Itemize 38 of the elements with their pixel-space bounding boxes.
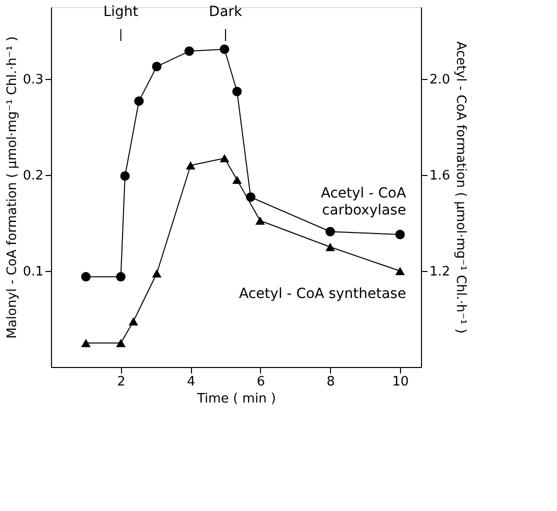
- point: [220, 44, 230, 54]
- point: [326, 242, 335, 252]
- y-axis-title: Malonyl - CoA formation ( μmol·mg⁻¹ Chl.·h⁻¹ ): [4, 36, 20, 339]
- x-tick-label: 8: [326, 374, 335, 390]
- y2-tick-label: 1.2: [430, 264, 450, 280]
- series-label: Acetyl - CoA synthetase: [239, 286, 406, 302]
- point: [128, 317, 138, 326]
- point: [81, 338, 91, 348]
- point: [395, 230, 405, 240]
- ref-line-label: Light: [103, 4, 139, 20]
- point: [326, 226, 335, 236]
- x-axis-title: Time ( min ): [196, 392, 276, 406]
- point: [186, 161, 196, 170]
- ref-line-label: Dark: [208, 4, 244, 20]
- point: [232, 86, 242, 96]
- point: [134, 96, 144, 106]
- x-tick-label: 6: [256, 374, 266, 390]
- x-tick-label: 4: [186, 374, 196, 390]
- point: [116, 338, 126, 348]
- y2-axis-title: Acetyl - CoA formation ( μmol·mg⁻¹ Chl.·h⁻¹ ): [453, 41, 468, 334]
- x-tick-label: 10: [392, 374, 409, 390]
- y-tick-label: 0.1: [22, 264, 44, 280]
- point: [395, 266, 405, 276]
- x-tick-label: 2: [117, 374, 126, 390]
- y2-tick-label: 2.0: [430, 72, 450, 88]
- point: [184, 46, 194, 56]
- y-tick-label: 0.2: [22, 168, 44, 184]
- point: [116, 272, 126, 282]
- point: [232, 176, 242, 184]
- point: [220, 154, 230, 162]
- point: [255, 216, 265, 225]
- point: [152, 62, 162, 72]
- point: [81, 272, 91, 282]
- series-label: Acetyl - CoA carboxylase: [320, 186, 406, 219]
- point: [120, 171, 130, 181]
- y-tick-label: 0.3: [22, 72, 44, 88]
- y2-tick-label: 1.6: [430, 168, 450, 184]
- point: [152, 269, 162, 278]
